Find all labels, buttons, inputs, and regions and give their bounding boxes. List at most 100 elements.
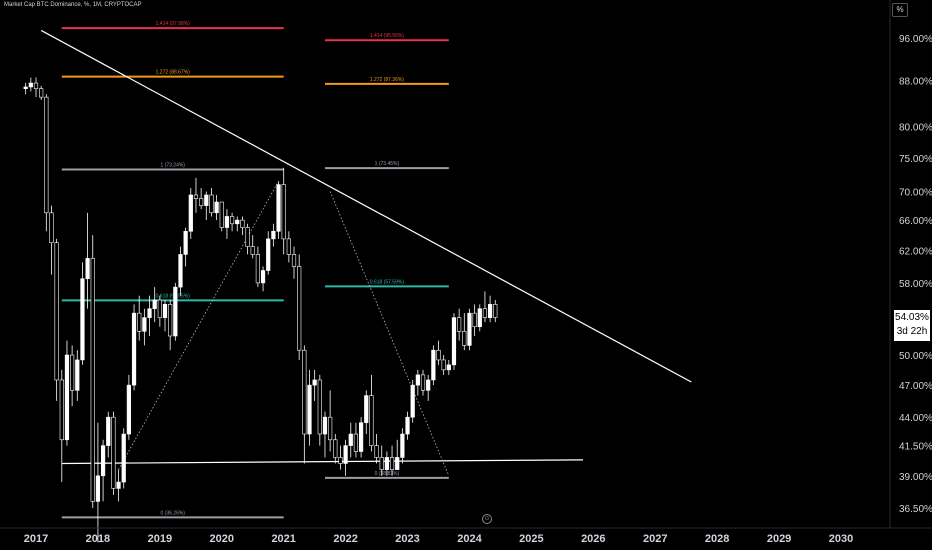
y-tick-label: 58.00% — [899, 279, 932, 290]
candle-body — [100, 445, 106, 477]
candle — [85, 212, 90, 309]
candle-body — [266, 238, 271, 271]
candle — [317, 374, 322, 446]
x-tick-label: 2025 — [519, 533, 543, 545]
x-tick-label: 2028 — [705, 533, 729, 545]
candle-body — [364, 395, 369, 424]
candle-body — [291, 254, 297, 267]
candle — [451, 313, 457, 370]
y-tick-label: 36.50% — [899, 504, 932, 515]
candle — [54, 238, 59, 401]
candle-body — [80, 278, 85, 361]
candle-body — [54, 242, 59, 381]
drawn-lines[interactable] — [40, 29, 692, 476]
candle-body — [451, 317, 457, 366]
candle-body — [276, 184, 281, 232]
candle — [302, 345, 307, 464]
candle — [59, 369, 64, 483]
candle-body — [389, 457, 395, 470]
candle-body — [384, 457, 390, 470]
fib-level-label: 1.272 (88.67%) — [156, 70, 191, 76]
candle — [209, 188, 214, 217]
clock-icon[interactable]: ⊙ — [482, 514, 492, 524]
y-tick-label: 50.00% — [899, 351, 932, 362]
candle-body — [395, 457, 400, 470]
candle-body — [317, 379, 322, 435]
candle — [384, 451, 390, 476]
fib-level-label: 1 (73.24%) — [161, 163, 186, 169]
candle — [338, 445, 343, 470]
candle — [487, 295, 493, 323]
y-tick-label: 39.00% — [899, 472, 932, 483]
candle — [90, 235, 95, 508]
y-tick-label: 62.00% — [899, 246, 932, 257]
candle-body — [193, 194, 199, 199]
support-trendline[interactable] — [61, 459, 583, 465]
y-tick-label: 70.00% — [899, 188, 932, 199]
candle-body — [457, 317, 462, 332]
candle-body — [137, 312, 142, 332]
percent-scale-button[interactable]: % — [892, 3, 908, 17]
fibonacci-levels[interactable]: 1.414 (97.98%) 1.272 (88.67%) 1 (73.24%) 0.… — [61, 21, 449, 519]
candle — [297, 254, 302, 360]
x-tick-label: 2022 — [333, 533, 357, 545]
candle-body — [59, 379, 64, 441]
y-tick-label: 41.50% — [899, 442, 932, 453]
candle — [23, 83, 28, 95]
candle-body — [415, 374, 420, 386]
candle — [137, 295, 142, 341]
dotted-rise[interactable] — [118, 181, 279, 470]
candle-body — [322, 416, 328, 435]
x-tick-label: 2017 — [24, 533, 48, 545]
candle-body — [338, 457, 343, 464]
candle — [457, 308, 462, 341]
candle — [131, 304, 137, 391]
candle — [219, 201, 224, 232]
candle-body — [64, 354, 70, 441]
time-axis[interactable]: 2017 2018 2019 2020 2021 2022 2023 2024 2025 2026… — [24, 533, 853, 545]
candle-body — [493, 304, 498, 318]
candle — [162, 299, 168, 332]
candle — [106, 411, 111, 458]
fib-level-label: 1.414 (97.98%) — [156, 21, 191, 27]
candle-body — [219, 201, 224, 228]
candle-body — [250, 246, 255, 255]
candle-body — [183, 230, 188, 255]
candle-body — [173, 286, 178, 337]
candle-body — [111, 416, 116, 489]
y-tick-label: 66.00% — [899, 216, 932, 227]
countdown-value: 3d 22h — [896, 326, 928, 337]
candle-body — [209, 194, 214, 214]
candle — [333, 434, 338, 464]
y-tick-label: 96.00% — [899, 34, 932, 45]
candle — [395, 439, 400, 470]
candle-body — [467, 312, 472, 346]
candle-body — [75, 359, 80, 391]
candle — [374, 434, 379, 464]
candle — [307, 369, 312, 446]
candle — [364, 390, 369, 435]
candle — [472, 304, 477, 336]
candle — [436, 340, 441, 365]
candle-body — [85, 258, 90, 280]
candle — [353, 422, 359, 458]
candle — [39, 85, 44, 101]
candle — [121, 428, 126, 489]
candle-body — [348, 433, 353, 446]
candle-body — [168, 304, 173, 337]
candle-body — [44, 96, 49, 214]
candle — [271, 223, 276, 247]
candle-body — [255, 254, 260, 284]
candle — [276, 181, 281, 239]
descending-trendline[interactable] — [40, 29, 692, 383]
candle-body — [358, 422, 364, 452]
candle-body — [240, 219, 245, 228]
dotted-fall[interactable] — [329, 191, 450, 476]
candle-body — [235, 219, 240, 225]
candle — [80, 262, 85, 365]
candle-body — [23, 86, 28, 89]
candle-body — [410, 384, 415, 418]
price-axis[interactable]: 96.00% 88.00% 80.00% 75.00% 70.00% 66.00% 62.0… — [899, 34, 932, 515]
candle — [44, 94, 49, 232]
